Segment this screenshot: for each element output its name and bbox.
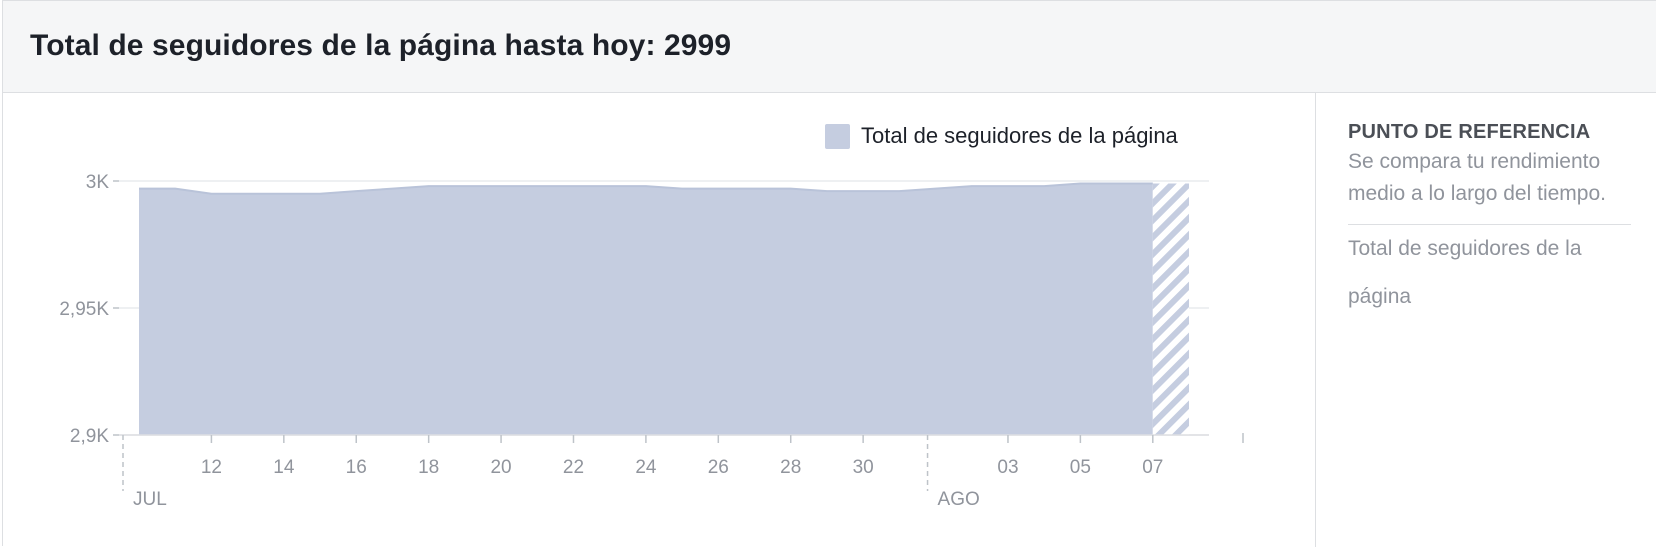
data-point[interactable] <box>1147 178 1159 190</box>
x-tick-label: 12 <box>201 457 222 478</box>
data-point[interactable] <box>278 188 290 200</box>
data-point[interactable] <box>531 180 543 192</box>
data-point[interactable] <box>857 185 869 197</box>
data-point[interactable] <box>1038 180 1050 192</box>
data-point[interactable] <box>640 180 652 192</box>
area-partial-hatch[interactable] <box>1152 183 1189 435</box>
x-tick-label: 24 <box>635 457 657 478</box>
data-point[interactable] <box>1183 178 1195 190</box>
data-point[interactable] <box>1074 178 1086 190</box>
chart-legend[interactable]: Total de seguidores de la página <box>825 123 1179 149</box>
data-point[interactable] <box>785 183 797 195</box>
page-title: Total de seguidores de la página hasta h… <box>30 29 732 62</box>
sidebar-divider <box>1348 224 1631 225</box>
data-point[interactable] <box>459 180 471 192</box>
data-point[interactable] <box>1002 180 1014 192</box>
month-label: AGO <box>938 489 980 510</box>
benchmark-heading: PUNTO DE REFERENCIA <box>1348 121 1591 143</box>
data-point[interactable] <box>495 180 507 192</box>
y-tick-label: 2,9K <box>70 426 109 447</box>
data-point[interactable] <box>930 183 942 195</box>
x-tick-label: 05 <box>1070 457 1091 478</box>
followers-area-chart[interactable]: 3K 2,95K 2,9K 12 14 16 18 20 22 24 26 28 30 03 05 07 JUL… <box>3 93 1315 547</box>
x-tick-label: 14 <box>273 457 295 478</box>
data-point[interactable] <box>966 180 978 192</box>
panel-divider <box>1315 93 1316 547</box>
x-tick-label: 20 <box>490 457 511 478</box>
y-tick-label: 3K <box>86 172 110 193</box>
data-point[interactable] <box>386 183 398 195</box>
data-point[interactable] <box>133 183 145 195</box>
data-point[interactable] <box>749 183 761 195</box>
x-tick-label: 18 <box>418 457 439 478</box>
axes: 3K 2,95K 2,9K 12 14 16 18 20 22 24 26 28 30 03 05 07 JUL… <box>59 172 1244 510</box>
data-point[interactable] <box>205 188 217 200</box>
panel-header: Total de seguidores de la página hasta h… <box>3 1 1656 93</box>
chart-area: 3K 2,95K 2,9K 12 14 16 18 20 22 24 26 28 30 03 05 07 JUL… <box>3 93 1315 547</box>
y-tick-label: 2,95K <box>59 299 109 320</box>
data-point[interactable] <box>676 183 688 195</box>
area-line[interactable] <box>139 182 1153 195</box>
x-tick-label: 03 <box>997 457 1018 478</box>
data-point[interactable] <box>567 180 579 192</box>
data-point[interactable] <box>314 188 326 200</box>
data-point[interactable] <box>821 185 833 197</box>
x-tick-label: 07 <box>1142 457 1163 478</box>
x-tick-label: 22 <box>563 457 584 478</box>
legend-swatch <box>825 124 850 149</box>
data-point[interactable] <box>1111 178 1123 190</box>
legend-label: Total de seguidores de la página <box>861 123 1179 148</box>
month-label: JUL <box>133 489 167 510</box>
data-point[interactable] <box>242 188 254 200</box>
x-tick-label: 30 <box>853 457 874 478</box>
benchmark-description: Se compara tu rendimiento medio a lo lar… <box>1348 150 1606 205</box>
x-tick-label: 16 <box>346 457 367 478</box>
data-point[interactable] <box>350 185 362 197</box>
benchmark-metric-link[interactable]: Total de seguidores de la página <box>1348 237 1582 308</box>
x-tick-label: 26 <box>708 457 729 478</box>
x-tick-label: 28 <box>780 457 801 478</box>
area-series <box>133 178 1195 435</box>
data-point[interactable] <box>712 183 724 195</box>
data-point[interactable] <box>893 185 905 197</box>
data-point[interactable] <box>169 183 181 195</box>
benchmark-sidebar: PUNTO DE REFERENCIA Se compara tu rendim… <box>1348 121 1631 321</box>
area-fill[interactable] <box>139 183 1153 435</box>
data-point[interactable] <box>423 180 435 192</box>
data-point[interactable] <box>604 180 616 192</box>
